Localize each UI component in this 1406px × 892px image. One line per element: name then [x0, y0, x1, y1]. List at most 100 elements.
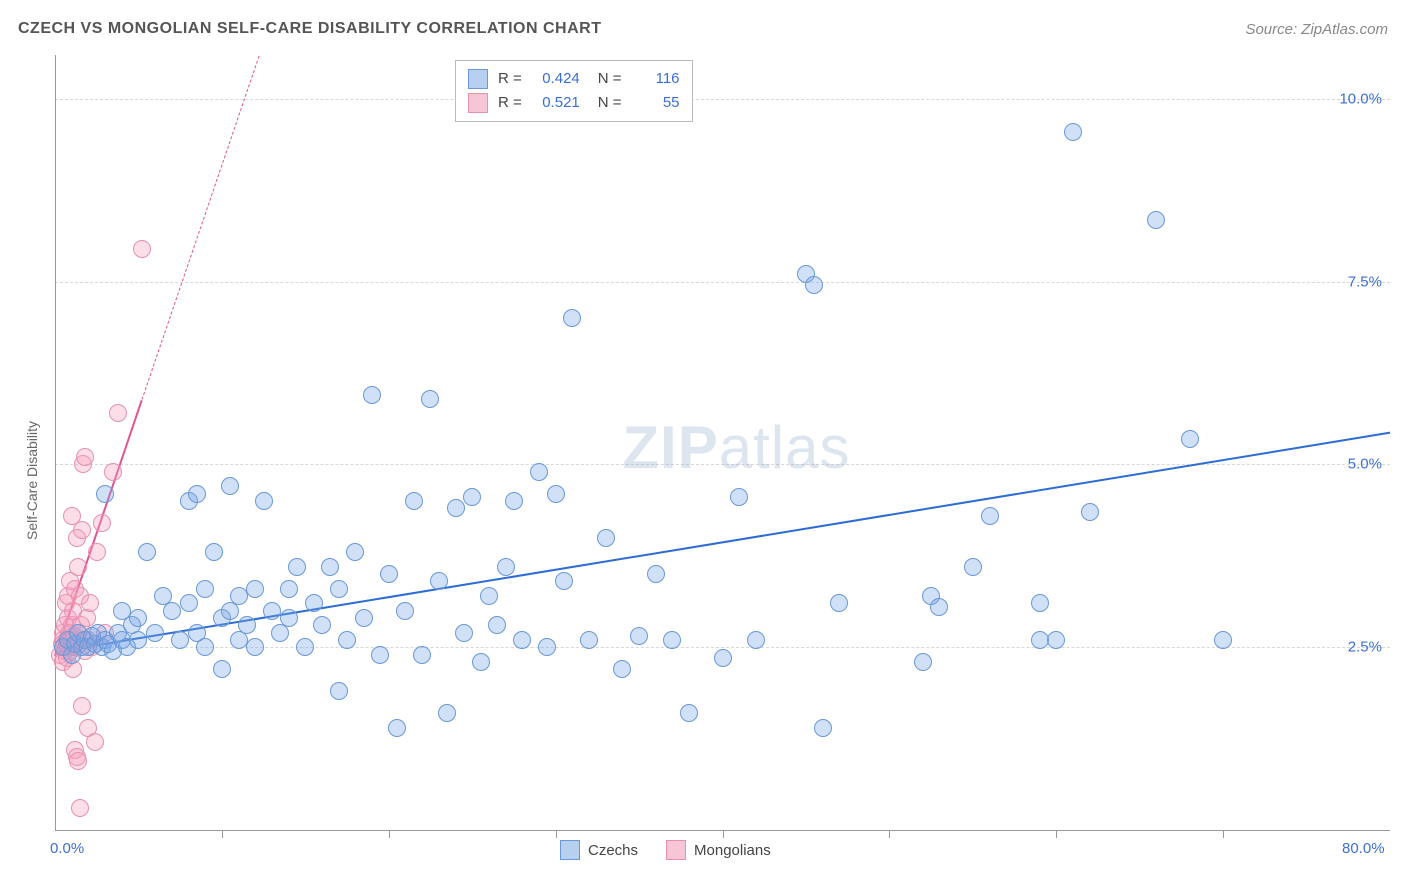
data-point: [580, 631, 598, 649]
data-point: [76, 448, 94, 466]
data-point: [981, 507, 999, 525]
data-point: [96, 485, 114, 503]
data-point: [238, 616, 256, 634]
x-tick: [1223, 830, 1224, 838]
data-point: [246, 580, 264, 598]
data-point: [472, 653, 490, 671]
legend-swatch: [560, 840, 580, 860]
data-point: [180, 594, 198, 612]
n-label: N =: [598, 91, 622, 115]
gridline: [55, 99, 1390, 100]
legend-swatch: [468, 69, 488, 89]
data-point: [447, 499, 465, 517]
data-point: [964, 558, 982, 576]
data-point: [88, 543, 106, 561]
data-point: [805, 276, 823, 294]
trend-line: [141, 55, 259, 399]
data-point: [530, 463, 548, 481]
data-point: [497, 558, 515, 576]
data-point: [388, 719, 406, 737]
data-point: [380, 565, 398, 583]
data-point: [129, 609, 147, 627]
stats-legend-box: R =0.424N =116R =0.521N =55: [455, 60, 693, 122]
data-point: [109, 404, 127, 422]
x-tick: [889, 830, 890, 838]
data-point: [69, 558, 87, 576]
data-point: [1031, 631, 1049, 649]
data-point: [1081, 503, 1099, 521]
data-point: [305, 594, 323, 612]
data-point: [288, 558, 306, 576]
x-min-label: 0.0%: [50, 840, 84, 857]
data-point: [555, 572, 573, 590]
data-point: [814, 719, 832, 737]
legend-item: Mongolians: [666, 840, 771, 860]
data-point: [73, 521, 91, 539]
series-legend: Czechs Mongolians: [560, 840, 771, 860]
y-tick-label: 7.5%: [1348, 273, 1382, 290]
data-point: [246, 638, 264, 656]
data-point: [330, 580, 348, 598]
data-point: [1147, 211, 1165, 229]
data-point: [188, 485, 206, 503]
source-label: Source: ZipAtlas.com: [1245, 21, 1388, 38]
x-max-label: 80.0%: [1342, 840, 1385, 857]
legend-swatch: [666, 840, 686, 860]
stats-row: R =0.521N =55: [468, 91, 680, 115]
data-point: [346, 543, 364, 561]
data-point: [613, 660, 631, 678]
data-point: [221, 477, 239, 495]
legend-item: Czechs: [560, 840, 638, 860]
data-point: [421, 390, 439, 408]
data-point: [930, 598, 948, 616]
data-point: [914, 653, 932, 671]
x-tick: [1056, 830, 1057, 838]
data-point: [430, 572, 448, 590]
data-point: [321, 558, 339, 576]
data-point: [196, 580, 214, 598]
y-tick-label: 5.0%: [1348, 456, 1382, 473]
data-point: [313, 616, 331, 634]
r-label: R =: [498, 67, 522, 91]
stats-row: R =0.424N =116: [468, 67, 680, 91]
x-tick: [556, 830, 557, 838]
x-tick: [389, 830, 390, 838]
x-tick: [723, 830, 724, 838]
data-point: [463, 488, 481, 506]
data-point: [396, 602, 414, 620]
data-point: [263, 602, 281, 620]
data-point: [86, 733, 104, 751]
data-point: [513, 631, 531, 649]
y-tick-label: 10.0%: [1339, 90, 1382, 107]
data-point: [93, 514, 111, 532]
x-tick: [222, 830, 223, 838]
data-point: [663, 631, 681, 649]
data-point: [563, 309, 581, 327]
r-value: 0.424: [532, 67, 580, 91]
data-point: [480, 587, 498, 605]
data-point: [1181, 430, 1199, 448]
data-point: [205, 543, 223, 561]
data-point: [455, 624, 473, 642]
data-point: [371, 646, 389, 664]
y-axis-label: Self-Care Disability: [24, 421, 40, 540]
data-point: [171, 631, 189, 649]
data-point: [280, 609, 298, 627]
data-point: [196, 638, 214, 656]
r-label: R =: [498, 91, 522, 115]
data-point: [296, 638, 314, 656]
data-point: [830, 594, 848, 612]
data-point: [547, 485, 565, 503]
data-point: [255, 492, 273, 510]
data-point: [138, 543, 156, 561]
data-point: [338, 631, 356, 649]
y-axis: [55, 55, 56, 830]
legend-swatch: [468, 93, 488, 113]
data-point: [146, 624, 164, 642]
data-point: [355, 609, 373, 627]
data-point: [730, 488, 748, 506]
data-point: [330, 682, 348, 700]
data-point: [1064, 123, 1082, 141]
data-point: [71, 799, 89, 817]
data-point: [680, 704, 698, 722]
